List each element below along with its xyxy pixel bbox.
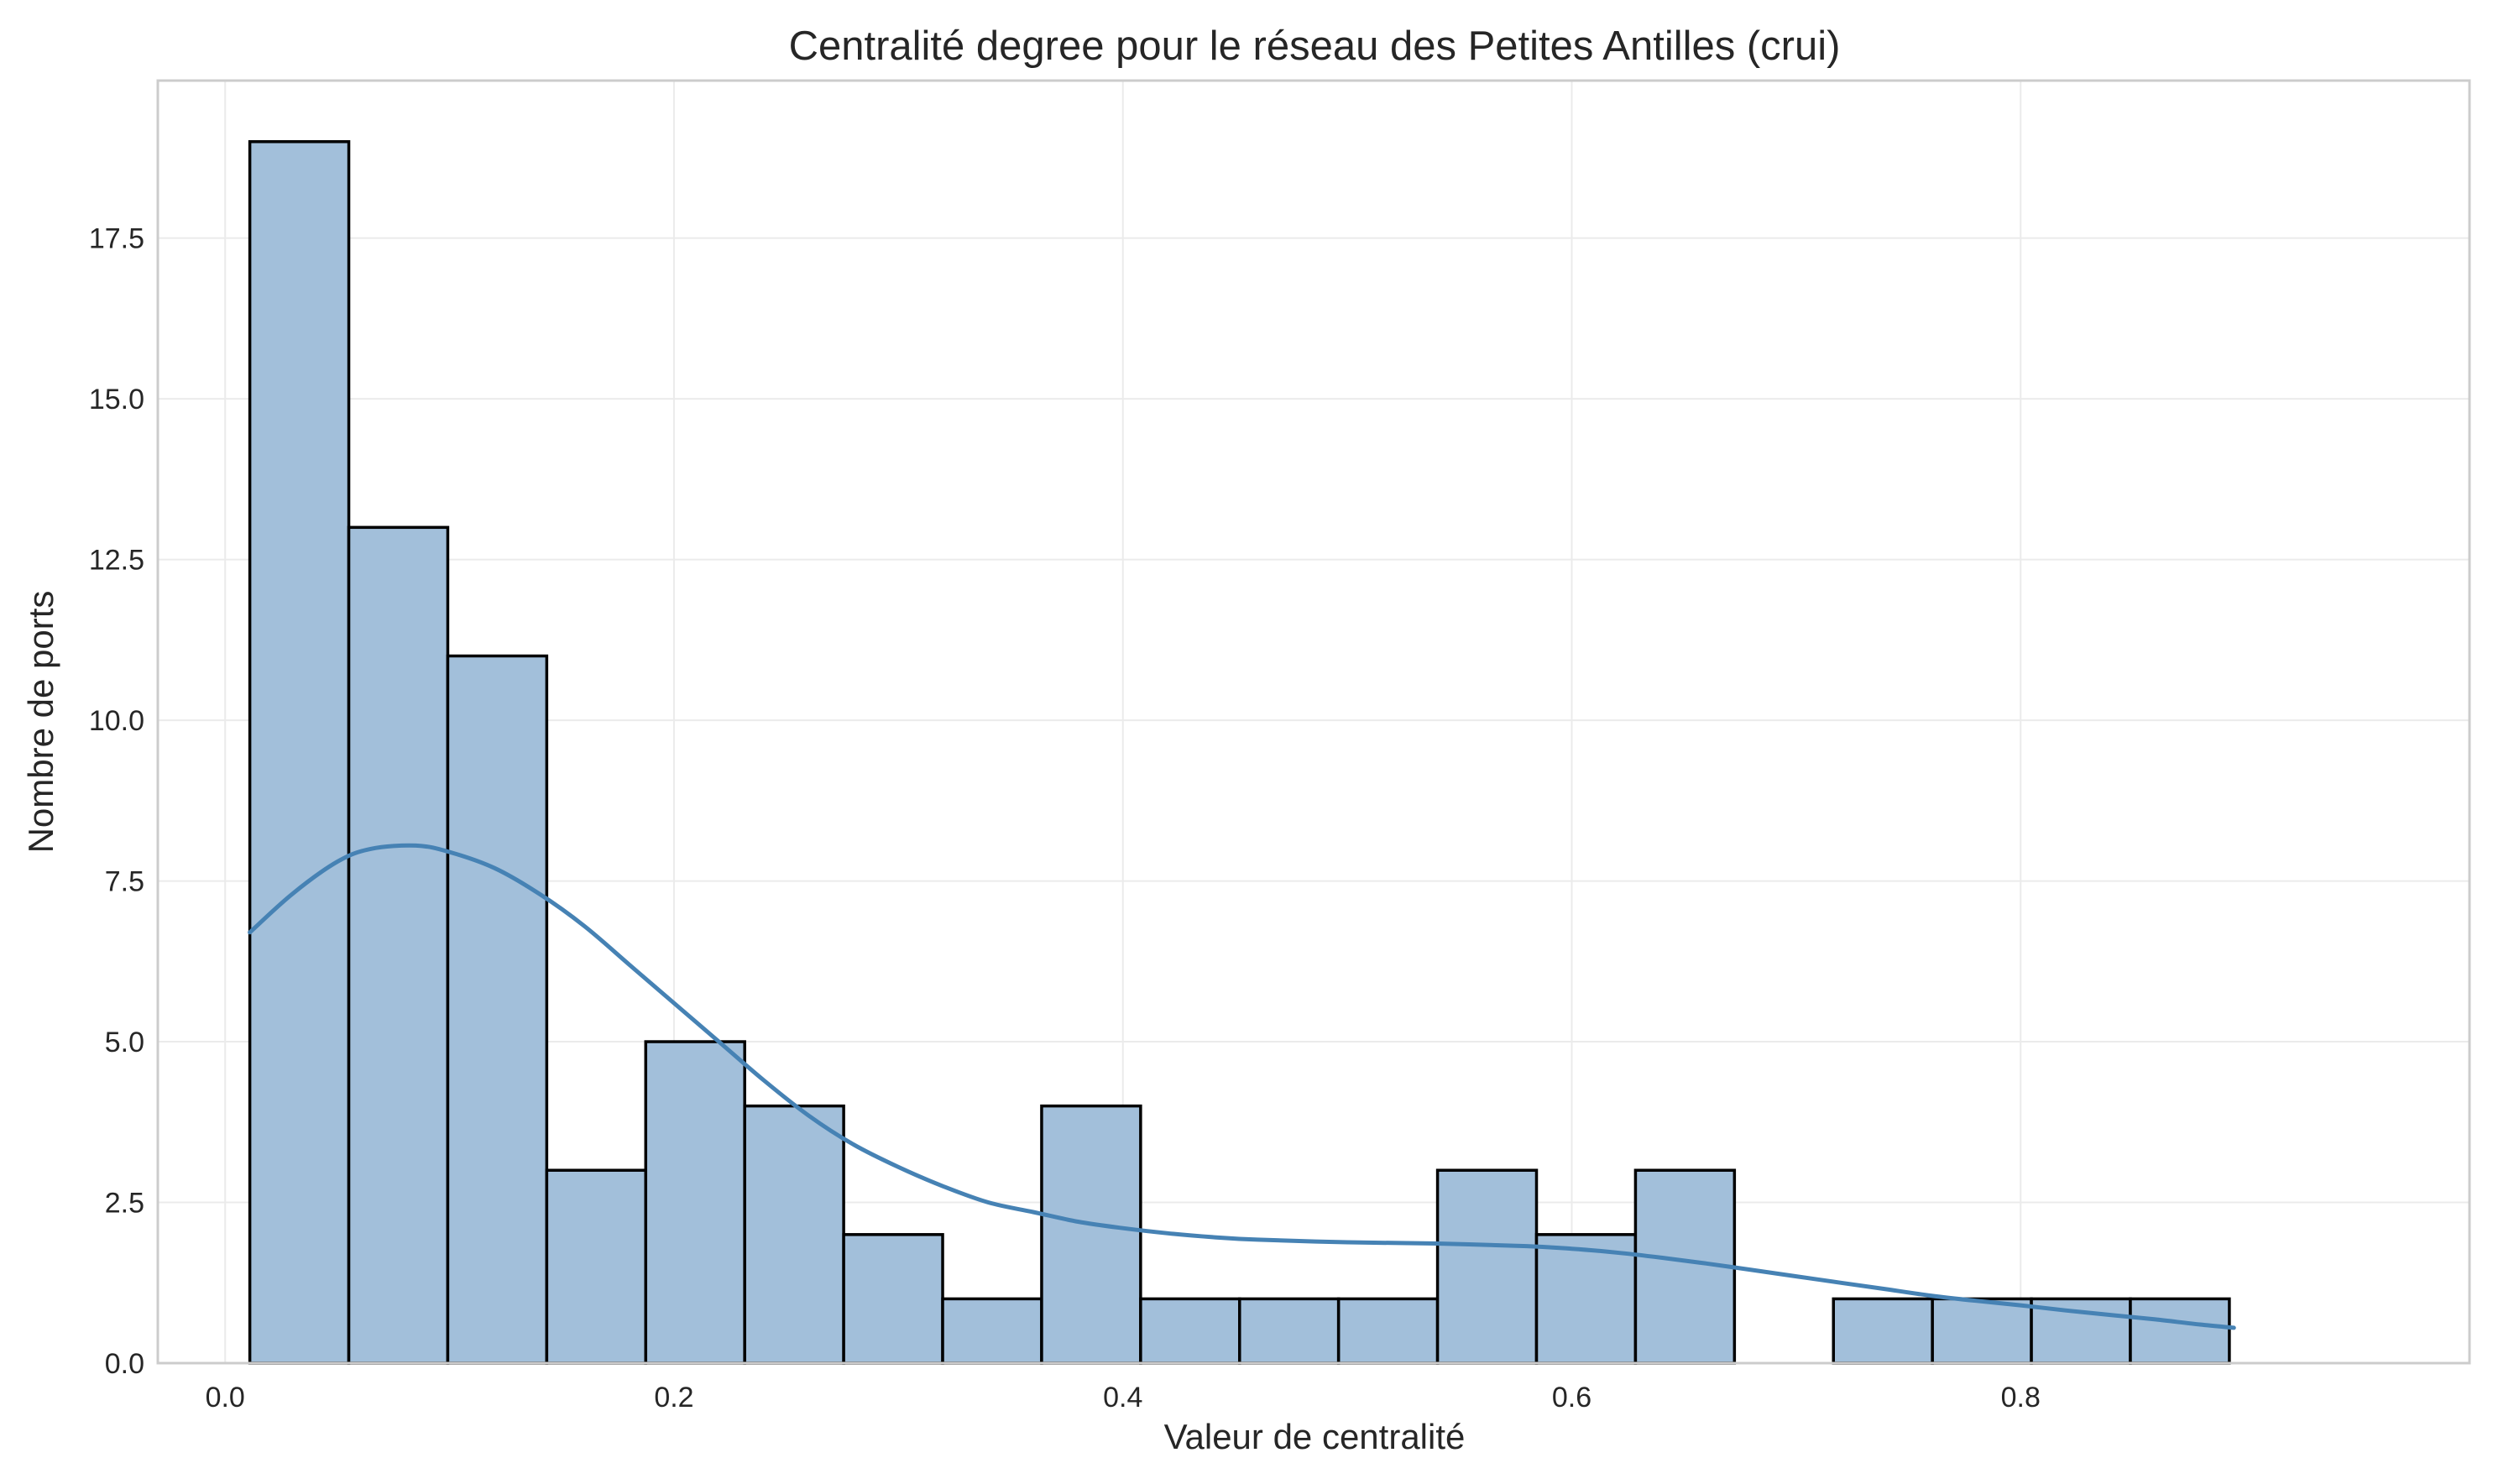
histogram-bar [1832, 1297, 1934, 1365]
x-tick-label: 0.4 [1103, 1382, 1142, 1413]
histogram-bar [347, 525, 450, 1365]
histogram-bar [1336, 1297, 1440, 1365]
y-tick-label: 2.5 [105, 1188, 144, 1220]
histogram-bar [1435, 1168, 1539, 1365]
y-axis-label: Nombre de ports [21, 591, 60, 854]
histogram-bar [842, 1233, 944, 1365]
histogram-bars [248, 140, 2231, 1365]
y-tick-label: 17.5 [89, 223, 144, 255]
x-tick-label: 0.2 [654, 1382, 693, 1413]
y-axis-ticks: 0.0 2.5 5.0 7.5 10.0 12.5 15.0 17.5 [89, 223, 144, 1380]
y-tick-label: 7.5 [105, 866, 144, 898]
histogram-bar [743, 1104, 845, 1365]
y-tick-label: 15.0 [89, 384, 144, 415]
histogram-bar [1040, 1104, 1142, 1365]
plot-frame [156, 79, 2471, 1365]
histogram-bar [1139, 1297, 1241, 1365]
y-tick-label: 5.0 [105, 1027, 144, 1058]
x-axis-ticks: 0.0 0.2 0.4 0.6 0.8 [206, 1382, 2041, 1413]
x-tick-label: 0.6 [1552, 1382, 1591, 1413]
x-tick-label: 0.0 [206, 1382, 245, 1413]
histogram-bar [941, 1297, 1043, 1365]
y-tick-label: 12.5 [89, 545, 144, 577]
y-tick-label: 0.0 [105, 1348, 144, 1380]
x-tick-label: 0.8 [2001, 1382, 2041, 1413]
histogram-bar [1238, 1297, 1341, 1365]
histogram-bar [545, 1168, 648, 1365]
chart-title: Centralité degree pour le réseau des Pet… [789, 24, 1841, 69]
histogram-bar [248, 140, 351, 1365]
histogram-bar [2129, 1297, 2231, 1365]
histogram-bar [1931, 1297, 2033, 1365]
histogram-bar [446, 654, 549, 1365]
kde-curve [248, 843, 2236, 1330]
histogram-bar [644, 1040, 746, 1365]
x-axis-label: Valeur de centralité [1164, 1417, 1466, 1456]
y-tick-label: 10.0 [89, 705, 144, 737]
